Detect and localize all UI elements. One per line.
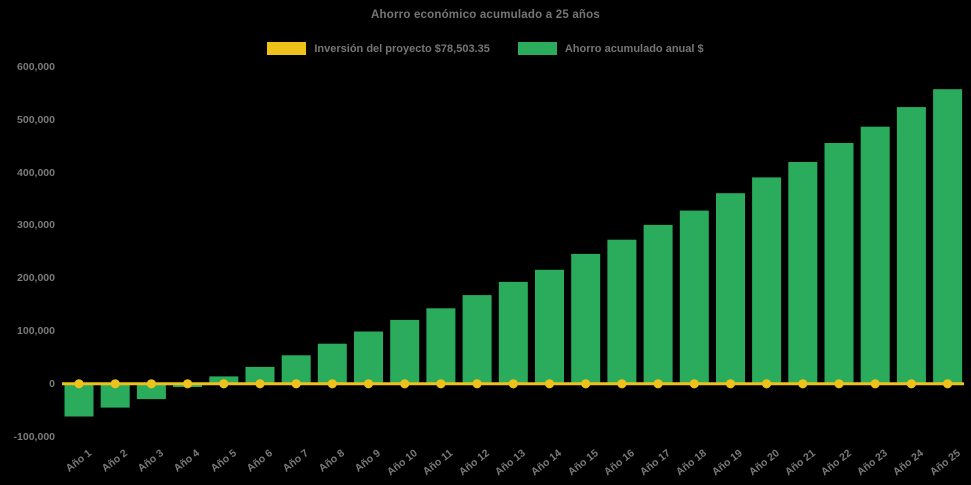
investment-line-marker: [110, 379, 120, 389]
investment-line-marker: [725, 379, 736, 389]
bar-año-10: [390, 319, 420, 384]
investment-line-marker: [870, 379, 880, 389]
investment-line-marker: [436, 379, 446, 389]
investment-line-marker: [762, 379, 772, 389]
bar-año-7: [281, 355, 311, 384]
bar-año-25: [933, 89, 963, 384]
bar-año-18: [679, 210, 709, 384]
investment-line-marker: [943, 379, 953, 389]
bar-año-21: [788, 162, 818, 384]
bar-año-12: [462, 295, 492, 384]
bar-año-11: [426, 308, 456, 384]
chart-title: Ahorro económico acumulado a 25 años: [371, 9, 600, 21]
legend-item-savings: Ahorro acumulado anual $: [517, 42, 704, 55]
bar-año-23: [860, 126, 890, 384]
bar-año-15: [571, 253, 601, 384]
investment-line-marker: [581, 379, 591, 389]
investment-line-marker: [906, 379, 917, 389]
investment-line-marker: [255, 379, 265, 389]
bar-año-9: [354, 331, 383, 384]
y-axis-label: 600,000: [17, 60, 55, 73]
bar-año-16: [607, 239, 637, 384]
y-axis-label: 500,000: [17, 113, 55, 126]
chart-legend: Inversión del proyecto $78,503.35 Ahorro…: [0, 42, 971, 55]
bar-año-22: [824, 143, 854, 384]
investment-line-marker: [798, 379, 808, 389]
bar-año-14: [535, 269, 564, 384]
y-axis-label: 100,000: [17, 324, 55, 337]
y-axis-label: 400,000: [17, 166, 55, 179]
investment-line-marker: [74, 379, 84, 389]
investment-line-marker: [472, 379, 482, 389]
investment-line-marker: [653, 379, 663, 389]
investment-line-marker: [183, 379, 193, 389]
bar-año-20: [752, 177, 782, 384]
investment-line-marker: [146, 379, 156, 389]
bar-año-3: [136, 383, 166, 400]
investment-line-marker: [689, 379, 699, 389]
bar-año-2: [100, 383, 130, 408]
bar-año-24: [896, 107, 926, 384]
bar-año-19: [716, 193, 745, 384]
y-axis-label: 200,000: [17, 271, 55, 284]
investment-line-marker: [508, 379, 518, 389]
investment-line-swatch: [267, 42, 307, 55]
y-axis-label: 0: [49, 377, 55, 390]
investment-line-marker: [363, 379, 374, 389]
bar-año-13: [498, 281, 528, 384]
bar-año-1: [64, 383, 94, 417]
investment-line-marker: [327, 379, 337, 389]
y-axis-label: -100,000: [13, 430, 55, 443]
investment-line-marker: [291, 379, 301, 389]
savings-bar-swatch: [517, 42, 557, 55]
legend-label-savings: Ahorro acumulado anual $: [564, 42, 704, 55]
investment-line-marker: [219, 379, 229, 389]
bar-año-8: [317, 343, 347, 384]
legend-item-investment: Inversión del proyecto $78,503.35: [267, 42, 490, 55]
investment-line-marker: [400, 379, 410, 389]
investment-line-marker: [617, 379, 627, 389]
investment-line-marker: [544, 379, 555, 389]
bar-año-6: [245, 366, 275, 384]
investment-line-marker: [834, 379, 844, 389]
bar-año-17: [643, 224, 673, 384]
y-axis-label: 300,000: [17, 219, 55, 232]
legend-label-investment: Inversión del proyecto $78,503.35: [314, 42, 490, 55]
